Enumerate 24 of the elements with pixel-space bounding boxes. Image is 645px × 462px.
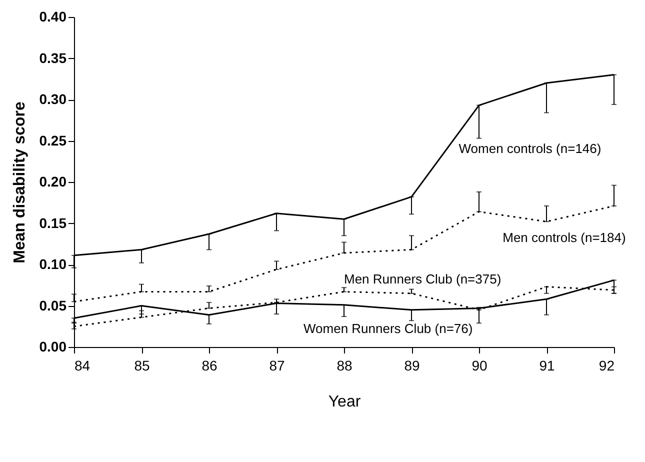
x-tick-label: 92	[598, 358, 615, 374]
y-tick-label: 0.15	[39, 214, 67, 231]
x-tick-label: 90	[472, 358, 488, 374]
y-tick-label: 0.00	[39, 338, 67, 354]
series-label: Men Runners Club (n=375)	[344, 271, 502, 286]
series-label: Women controls (n=146)	[458, 141, 602, 156]
x-tick-label: 85	[134, 358, 150, 374]
x-tick-label: 89	[404, 358, 420, 374]
x-axis-title: Year	[328, 394, 362, 410]
x-tick-label: 91	[539, 358, 555, 374]
y-tick-label: 0.10	[39, 256, 67, 272]
x-tick-label: 84	[74, 358, 90, 374]
y-tick-label: 0.05	[39, 297, 67, 314]
x-tick-label: 86	[202, 358, 218, 374]
y-tick-label: 0.25	[39, 132, 67, 148]
y-tick-label: 0.35	[39, 50, 67, 66]
y-tick-label: 0.20	[39, 174, 67, 190]
x-tick-label: 88	[336, 358, 352, 374]
y-tick-label: 0.30	[39, 91, 67, 107]
series-label: Men controls (n=184)	[502, 230, 626, 246]
series-label: Women Runners Club (n=76)	[304, 320, 473, 336]
x-tick-label: 87	[269, 358, 285, 374]
y-tick-label: 0.40	[39, 8, 67, 24]
y-axis-title: Mean disability score	[11, 101, 28, 264]
